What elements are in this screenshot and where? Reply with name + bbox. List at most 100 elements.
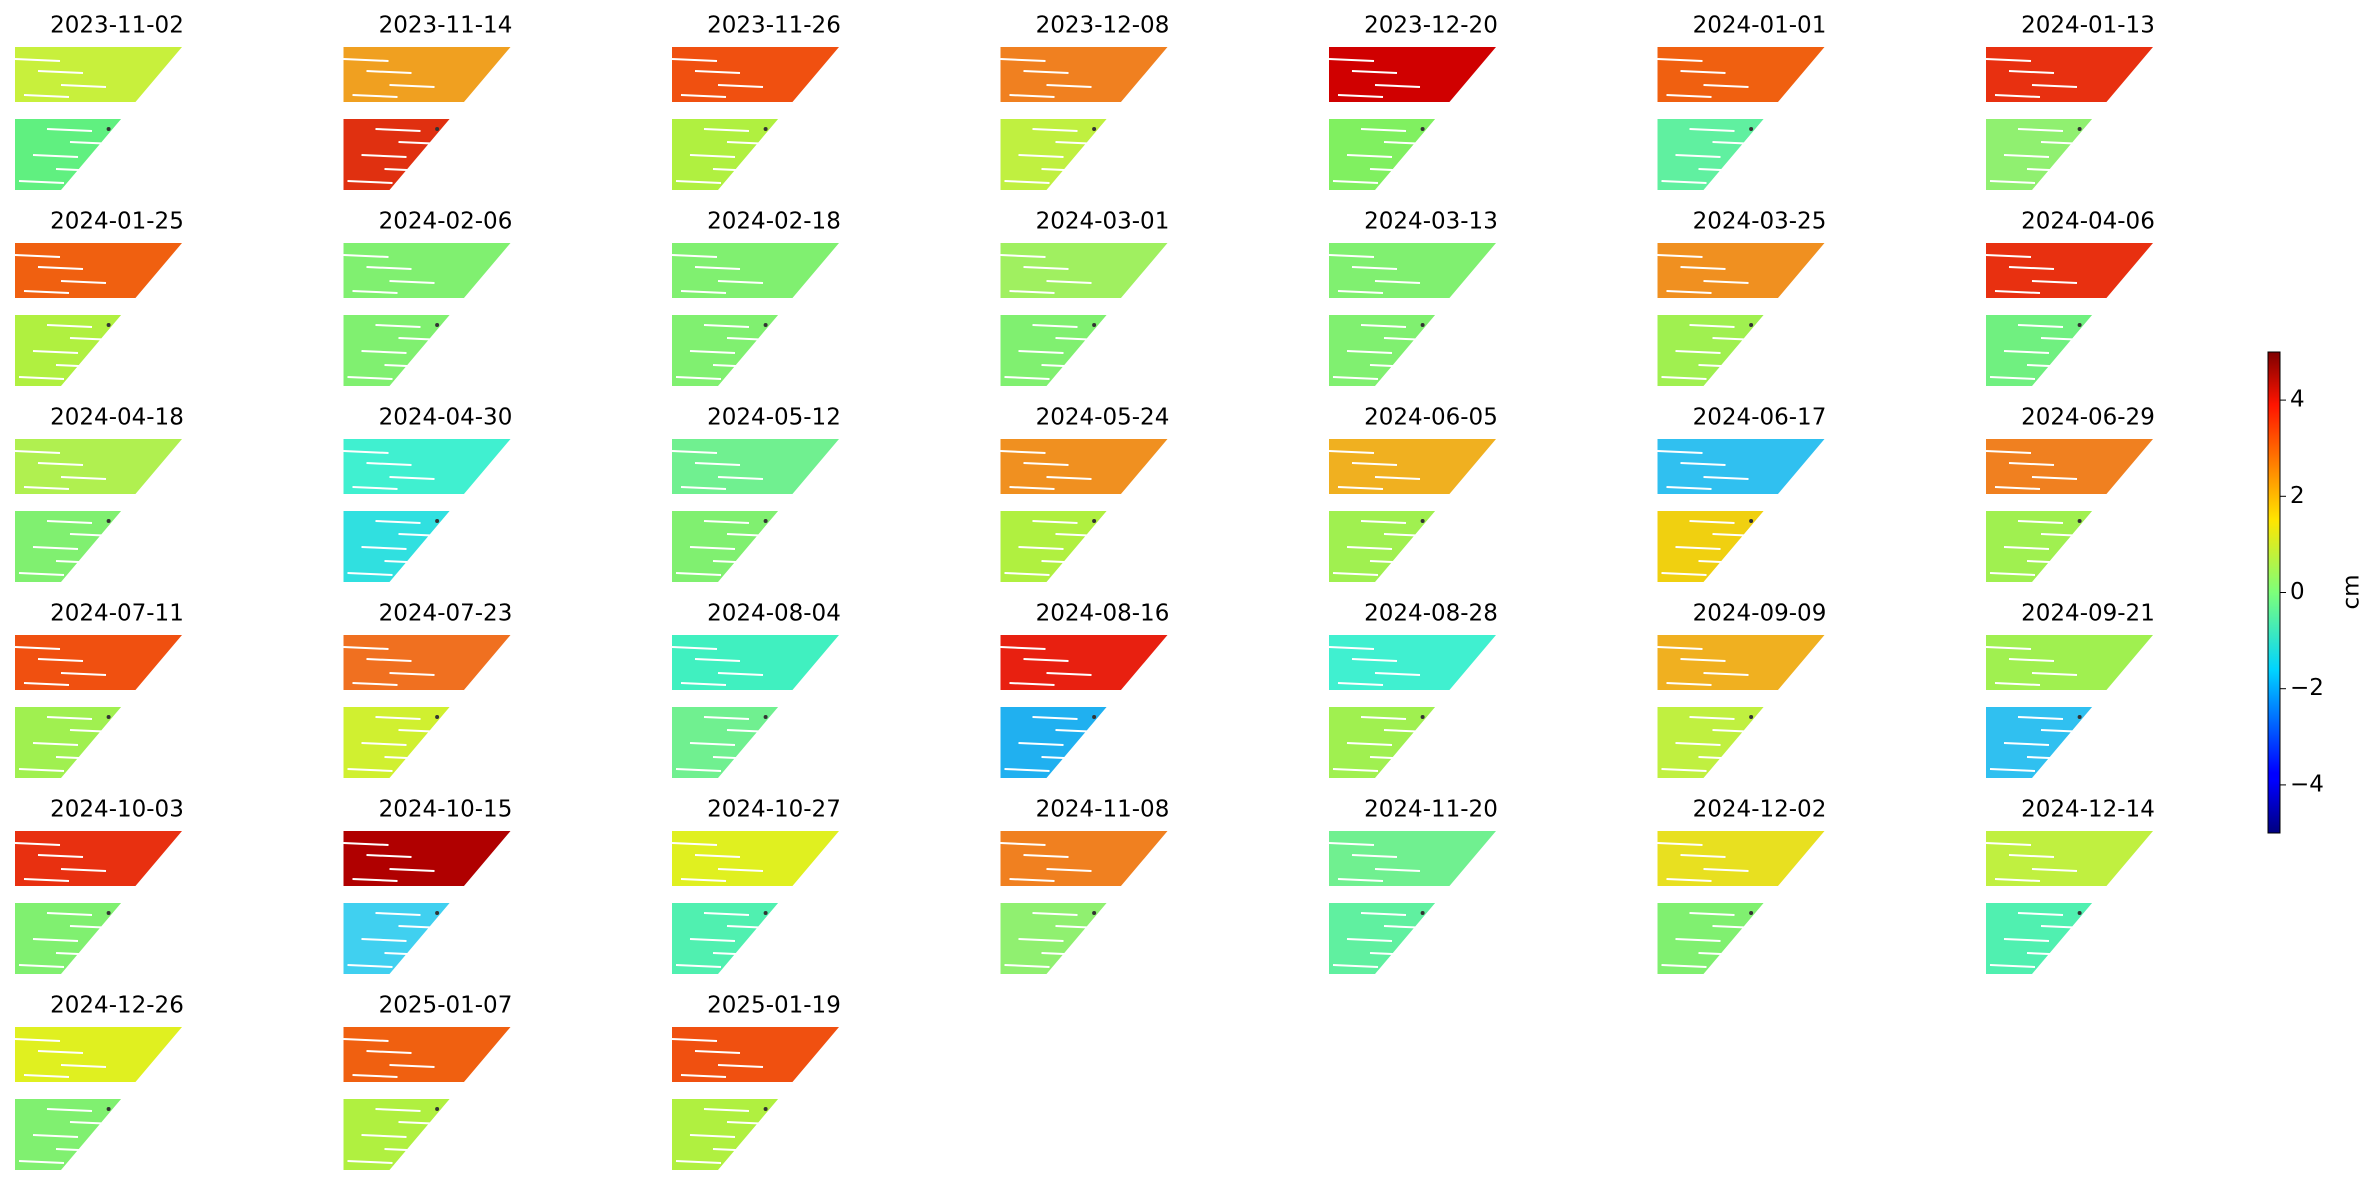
map-texture <box>347 572 393 576</box>
map-texture <box>717 1064 764 1068</box>
map-texture <box>1680 462 1726 466</box>
map-texture <box>1009 290 1055 294</box>
map-texture <box>366 266 412 270</box>
map-texture <box>352 878 398 882</box>
map-texture <box>352 94 398 98</box>
map-texture <box>375 520 421 524</box>
map-texture <box>2026 168 2073 172</box>
map-texture <box>1383 729 1430 733</box>
map-lower <box>1657 511 1764 582</box>
map-marker <box>2077 127 2082 131</box>
map-texture <box>689 154 736 158</box>
map-panel <box>671 635 839 778</box>
map-texture <box>1032 716 1078 720</box>
map-texture <box>32 938 79 942</box>
map-texture <box>55 756 102 760</box>
map-texture <box>46 520 93 524</box>
map-texture <box>361 742 407 746</box>
map-texture <box>32 154 79 158</box>
map-upper <box>1000 47 1168 102</box>
map-texture <box>60 868 107 872</box>
map-texture <box>366 658 412 662</box>
map-texture <box>1018 938 1064 942</box>
map-marker <box>106 127 111 131</box>
map-texture <box>389 280 435 284</box>
map-panel <box>1657 439 1825 582</box>
panel-title: 2023-11-14 <box>379 13 513 39</box>
map-texture <box>389 84 435 88</box>
map-texture <box>1360 912 1407 916</box>
map-texture <box>1689 128 1735 132</box>
map-texture <box>1680 70 1726 74</box>
panel-title: 2024-05-24 <box>1036 405 1170 431</box>
map-texture <box>1661 180 1707 184</box>
map-lower <box>672 1099 779 1170</box>
map-texture <box>1023 658 1069 662</box>
map-texture <box>352 682 398 686</box>
map-marker <box>1092 323 1097 327</box>
map-texture <box>2026 560 2073 564</box>
map-upper <box>1657 243 1825 298</box>
map-texture <box>1009 682 1055 686</box>
map-texture <box>726 533 773 537</box>
map-marker <box>1749 127 1754 131</box>
map-texture <box>1383 533 1430 537</box>
map-upper <box>1329 831 1496 886</box>
map-texture <box>1055 729 1101 733</box>
map-texture <box>2003 154 2050 158</box>
map-texture <box>389 1064 435 1068</box>
map-texture <box>69 1121 116 1125</box>
map-texture <box>1666 290 1712 294</box>
map-texture <box>398 141 444 145</box>
map-texture <box>55 952 102 956</box>
map-texture <box>384 560 430 564</box>
map-texture <box>1675 154 1721 158</box>
map-panel <box>671 1027 839 1170</box>
map-marker <box>1420 911 1425 915</box>
map-texture <box>1041 364 1087 368</box>
map-texture <box>1332 964 1379 968</box>
map-texture <box>1346 350 1393 354</box>
map-texture <box>2017 128 2064 132</box>
map-texture <box>2003 742 2050 746</box>
map-texture <box>1994 94 2041 98</box>
map-texture <box>55 364 102 368</box>
map-marker <box>106 323 111 327</box>
map-lower <box>1000 707 1107 778</box>
map-texture <box>18 1160 65 1164</box>
map-marker <box>435 323 440 327</box>
map-marker <box>106 715 111 719</box>
map-texture <box>680 290 727 294</box>
map-panel <box>14 439 182 582</box>
map-texture <box>1989 180 2036 184</box>
map-texture <box>1000 450 1046 454</box>
panel-title: 2024-03-13 <box>1364 209 1498 235</box>
map-texture <box>1018 546 1064 550</box>
panel-title: 2025-01-07 <box>379 993 513 1019</box>
map-texture <box>1023 70 1069 74</box>
map-texture <box>1383 925 1430 929</box>
map-upper <box>343 635 511 690</box>
map-texture <box>1009 486 1055 490</box>
map-texture <box>1009 878 1055 882</box>
map-texture <box>1041 952 1087 956</box>
map-texture <box>1675 546 1721 550</box>
map-texture <box>32 546 79 550</box>
map-texture <box>675 180 722 184</box>
map-texture <box>1023 266 1069 270</box>
panel-title: 2024-02-18 <box>707 209 841 235</box>
map-texture <box>694 854 741 858</box>
map-panel <box>1985 831 2153 974</box>
map-texture <box>1985 450 2032 454</box>
map-texture <box>703 912 750 916</box>
map-texture <box>2017 324 2064 328</box>
map-texture <box>726 729 773 733</box>
map-panel <box>1328 47 1496 190</box>
panel-title: 2024-09-21 <box>2021 601 2155 627</box>
map-texture <box>46 324 93 328</box>
map-lower <box>1657 707 1764 778</box>
map-texture <box>46 716 93 720</box>
map-texture <box>1657 254 1703 258</box>
map-lower <box>15 1099 122 1170</box>
